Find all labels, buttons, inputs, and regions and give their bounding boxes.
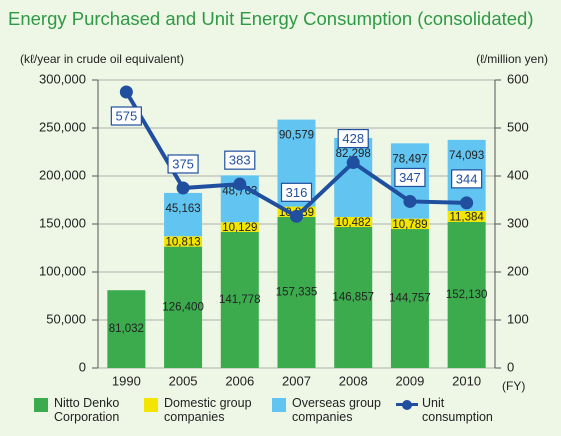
label-box	[394, 167, 426, 188]
line-point	[346, 156, 360, 170]
x-tick-label: 2007	[282, 373, 311, 388]
data-label: 10,482	[336, 217, 371, 229]
line-point	[460, 196, 474, 210]
bar-segment	[107, 290, 146, 368]
label-box	[167, 154, 199, 174]
bar-segment	[390, 229, 429, 368]
legend-item: Nitto Denko Corporation	[34, 396, 152, 424]
y2-tick-label: 100	[507, 311, 529, 326]
y-tick-label: 200,000	[39, 167, 86, 182]
data-label: 144,757	[389, 293, 431, 305]
bar-segment	[390, 218, 429, 230]
line-point	[233, 177, 247, 191]
legend-label: Nitto Denko Corporation	[54, 396, 120, 424]
y2-tick-label: 500	[507, 119, 529, 134]
data-label: 428	[342, 131, 364, 146]
label-box	[337, 128, 369, 149]
data-label: 126,400	[162, 301, 204, 313]
y-tick-label: 150,000	[39, 215, 86, 230]
bar-segment	[447, 211, 486, 222]
line-point	[176, 181, 190, 195]
x-tick-label: 2006	[225, 373, 254, 388]
legend-swatch	[396, 399, 418, 410]
data-label: 90,579	[279, 130, 314, 142]
x-tick-label: 1990	[112, 373, 141, 388]
label-box	[280, 182, 313, 202]
bar-segment	[334, 137, 373, 217]
y-tick-label: 100,000	[39, 263, 86, 278]
label-box	[451, 169, 483, 189]
bar-segment	[447, 221, 486, 368]
bar-segment	[220, 222, 259, 232]
data-label: 157,335	[276, 287, 318, 299]
data-label: 383	[229, 153, 251, 168]
y2-tick-label: 200	[507, 263, 529, 278]
bar-segment	[334, 216, 373, 228]
bar-segment	[164, 236, 203, 247]
x-tick-label: 2009	[395, 373, 424, 388]
legend-label: Unit consumption	[422, 396, 493, 424]
legend-label: Overseas group companies	[292, 396, 381, 424]
y2-tick-label: 300	[507, 215, 529, 230]
legend-label: Domestic group companies	[164, 396, 252, 424]
data-label: 82,298	[336, 148, 371, 160]
data-label: 344	[456, 171, 478, 186]
y-tick-label: 250,000	[39, 119, 86, 134]
data-label: 146,857	[332, 292, 374, 304]
label-box	[110, 106, 142, 126]
legend-item: Domestic group companies	[144, 396, 262, 424]
data-label: 375	[172, 156, 194, 171]
bar-segment	[220, 231, 259, 368]
legend-item: Unit consumption	[396, 396, 493, 424]
data-label: 10,813	[165, 236, 200, 248]
legend-item: Overseas group companies	[272, 396, 390, 424]
data-label: 316	[286, 185, 308, 200]
label-box	[224, 150, 256, 170]
x-tick-label: 2005	[169, 373, 198, 388]
line-point	[403, 194, 417, 208]
data-label: 81,032	[109, 323, 144, 335]
data-label: 45,163	[165, 203, 200, 215]
legend-swatch	[144, 398, 158, 412]
data-label: 10,789	[392, 219, 427, 231]
line-point	[290, 209, 303, 223]
data-label: 347	[399, 170, 421, 185]
y2-tick-label: 400	[507, 167, 529, 182]
data-label: 575	[116, 108, 138, 123]
data-label: 141,778	[219, 294, 261, 306]
line-point	[119, 85, 133, 99]
y-tick-label: 50,000	[46, 311, 86, 326]
y-tick-label: 300,000	[39, 71, 86, 86]
y2-axis-label: (ℓ/million yen)	[476, 52, 548, 66]
x-tick-label: 2008	[339, 373, 368, 388]
bar-segment	[277, 216, 316, 368]
y2-tick-label: 600	[507, 71, 529, 86]
legend-swatch	[272, 398, 286, 412]
data-label: 10,129	[222, 222, 257, 234]
data-label: 152,130	[446, 289, 488, 301]
data-label: 74,093	[449, 150, 484, 162]
data-label: 78,497	[392, 153, 427, 165]
x-tick-label: 2010	[452, 373, 481, 388]
y-tick-label: 0	[79, 359, 86, 374]
bar-segment	[164, 192, 203, 237]
bar-segment	[164, 246, 203, 368]
y-axis-label: (kℓ/year in crude oil equivalent)	[20, 52, 184, 66]
legend-swatch	[34, 398, 48, 412]
y2-tick-label: 0	[507, 359, 514, 374]
chart-title: Energy Purchased and Unit Energy Consump…	[8, 8, 534, 29]
x-axis-label: (FY)	[502, 379, 525, 393]
data-label: 11,384	[449, 212, 484, 224]
bar-segment	[334, 227, 373, 368]
